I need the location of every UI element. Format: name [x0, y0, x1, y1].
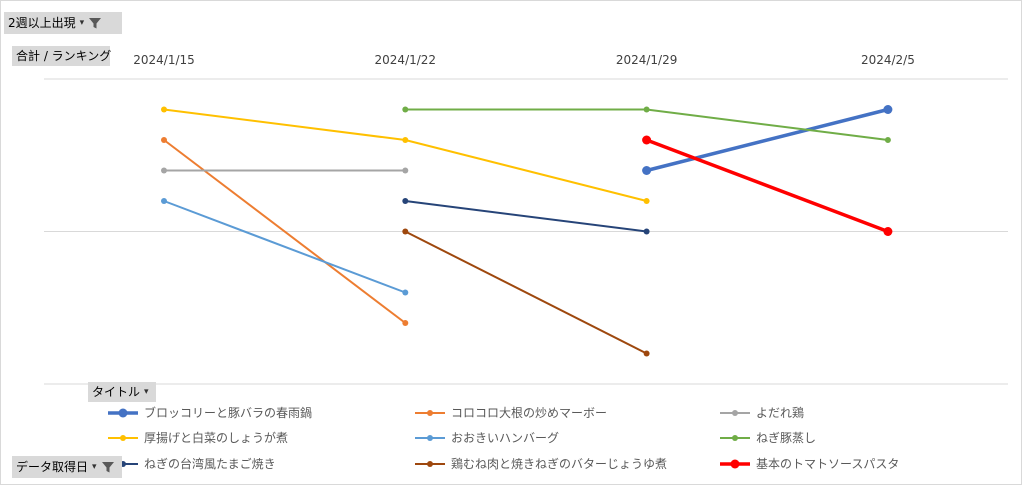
legend-swatch-marker: [427, 410, 433, 416]
x-axis-labels: 2024/1/15 2024/1/22 2024/1/29 2024/2/5: [133, 53, 915, 67]
data-point: [883, 105, 893, 114]
date-field-label: データ取得日: [16, 460, 89, 474]
data-point: [884, 137, 891, 143]
filter-icon: [101, 462, 114, 473]
dropdown-arrow-icon: ▾: [79, 18, 85, 28]
x-tick-label: 2024/1/15: [133, 53, 195, 67]
legend-item[interactable]: おおきいハンバーグ: [415, 431, 559, 445]
filter-field-label: 2週以上出現: [8, 16, 76, 30]
data-point: [642, 166, 652, 175]
legend-swatch-marker: [730, 459, 740, 469]
series-4[interactable]: [161, 106, 650, 205]
data-point: [161, 167, 167, 174]
legend-item[interactable]: よだれ鶏: [720, 406, 804, 420]
legend-swatch-marker: [118, 408, 128, 418]
legend-item[interactable]: 基本のトマトソースパスタ: [720, 457, 899, 471]
series-line: [405, 108, 889, 141]
legend-item[interactable]: ねぎ豚蒸し: [720, 431, 816, 445]
x-tick-label: 2024/1/29: [616, 53, 678, 67]
x-tick-label: 2024/1/22: [375, 53, 437, 67]
data-point: [883, 227, 893, 236]
legend-field-label: タイトル: [92, 385, 141, 399]
data-point: [161, 106, 167, 113]
legend-item[interactable]: ねぎの台湾風たまご焼き: [108, 456, 276, 471]
series-line: [163, 200, 406, 294]
data-point: [161, 198, 167, 204]
series-lines: [161, 105, 893, 357]
legend-label: ねぎの台湾風たまご焼き: [144, 456, 276, 471]
legend-field-button[interactable]: タイトル ▾: [88, 382, 156, 402]
series-9[interactable]: [642, 135, 893, 237]
data-point: [402, 198, 409, 204]
legend-swatch-marker: [732, 410, 738, 416]
data-point: [643, 106, 650, 113]
series-6[interactable]: [402, 106, 891, 144]
value-field-button[interactable]: 合計 / ランキング: [12, 46, 112, 66]
legend-label: 厚揚げと白菜のしょうが煮: [144, 430, 288, 445]
legend: ブロッコリーと豚バラの春雨鍋 コロコロ大根の炒めマーボー よだれ鶏厚揚げと白菜のしょ…: [108, 405, 899, 471]
series-line: [645, 138, 889, 234]
series-line: [163, 108, 647, 202]
legend-swatch-marker: [427, 435, 433, 441]
series-1[interactable]: [642, 105, 893, 175]
legend-label: 鶏むね肉と焼きねぎのバターじょうゆ煮: [451, 457, 667, 471]
legend-item[interactable]: ブロッコリーと豚バラの春雨鍋: [108, 405, 312, 420]
filter-field-button[interactable]: 2週以上出現 ▾: [4, 12, 122, 34]
legend-swatch-marker: [732, 435, 738, 441]
series-7[interactable]: [402, 198, 650, 235]
data-point: [643, 350, 650, 357]
dropdown-arrow-icon: ▾: [92, 462, 97, 472]
legend-label: ねぎ豚蒸し: [756, 431, 816, 445]
data-point: [402, 106, 409, 113]
x-tick-label: 2024/2/5: [861, 53, 915, 67]
data-point: [402, 320, 409, 326]
legend-swatch-marker: [120, 435, 126, 441]
series-3[interactable]: [161, 167, 409, 174]
dropdown-arrow-icon: ▾: [144, 387, 149, 397]
data-point: [643, 198, 650, 204]
series-8[interactable]: [402, 228, 650, 357]
legend-label: コロコロ大根の炒めマーボー: [451, 406, 607, 420]
data-point: [402, 167, 409, 174]
gridlines: [44, 78, 1008, 385]
value-field-label: 合計 / ランキング: [16, 49, 112, 63]
date-field-button[interactable]: データ取得日 ▾: [12, 456, 122, 478]
legend-swatch-marker: [427, 461, 433, 467]
legend-label: ブロッコリーと豚バラの春雨鍋: [144, 405, 312, 420]
filter-icon: [89, 18, 102, 29]
series-line: [404, 230, 648, 355]
series-line: [405, 200, 647, 233]
legend-item[interactable]: 鶏むね肉と焼きねぎのバターじょうゆ煮: [415, 457, 667, 471]
data-point: [642, 135, 652, 145]
data-point: [643, 228, 650, 235]
data-point: [161, 137, 167, 143]
series-5[interactable]: [161, 198, 409, 296]
data-point: [402, 137, 409, 143]
series-line: [646, 107, 889, 173]
legend-label: よだれ鶏: [756, 406, 804, 420]
legend-label: 基本のトマトソースパスタ: [756, 457, 899, 471]
legend-item[interactable]: 厚揚げと白菜のしょうが煮: [108, 430, 288, 445]
legend-label: おおきいハンバーグ: [451, 431, 559, 445]
data-point: [402, 289, 409, 296]
data-point: [402, 228, 409, 235]
legend-item[interactable]: コロコロ大根の炒めマーボー: [415, 406, 607, 420]
